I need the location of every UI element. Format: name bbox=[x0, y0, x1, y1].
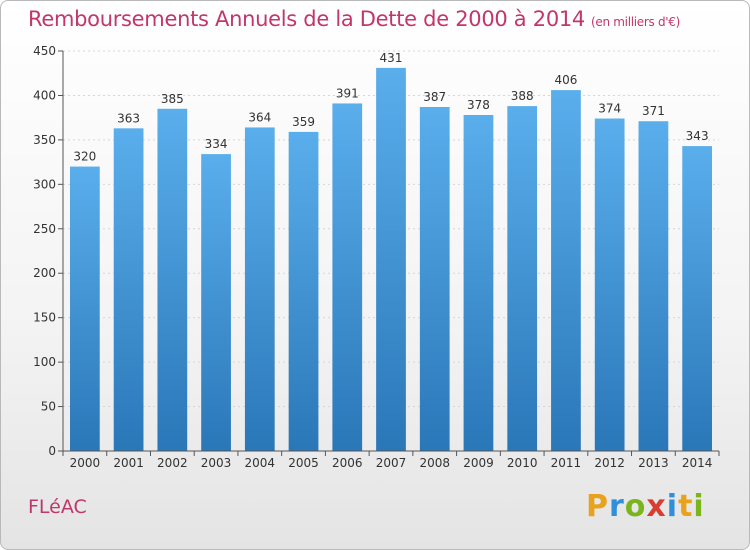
x-tick-label-2006: 2006 bbox=[332, 456, 363, 470]
x-tick-label-2000: 2000 bbox=[70, 456, 101, 470]
data-label-2003: 334 bbox=[205, 137, 228, 151]
y-tick-label: 250 bbox=[33, 222, 56, 236]
logo-letter: i bbox=[693, 489, 705, 524]
y-tick-label: 400 bbox=[33, 88, 56, 102]
data-label-2006: 391 bbox=[336, 86, 359, 100]
y-tick-label: 100 bbox=[33, 355, 56, 369]
data-label-2009: 378 bbox=[467, 98, 490, 112]
bar-2006 bbox=[332, 103, 363, 451]
x-tick-label-2003: 2003 bbox=[201, 456, 232, 470]
logo-letter: x bbox=[646, 489, 667, 524]
chart-title-text: Remboursements Annuels de la Dette de 20… bbox=[28, 7, 585, 31]
data-labels: 320 363 385 334 364 359 391 431 387 378 388 406 374 3… bbox=[73, 51, 708, 164]
logo-letter: i bbox=[666, 489, 679, 524]
data-label-2005: 359 bbox=[292, 115, 315, 129]
chart-title: Remboursements Annuels de la Dette de 20… bbox=[28, 7, 680, 31]
data-label-2001: 363 bbox=[117, 111, 140, 125]
bar-2005 bbox=[288, 131, 319, 451]
x-tick-label-2008: 2008 bbox=[419, 456, 450, 470]
data-label-2000: 320 bbox=[73, 150, 96, 164]
logo-letter: t bbox=[678, 489, 694, 524]
x-tick-label-2011: 2011 bbox=[551, 456, 582, 470]
data-label-2002: 385 bbox=[161, 92, 184, 106]
data-label-2011: 406 bbox=[554, 73, 577, 87]
x-tick-label-2010: 2010 bbox=[507, 456, 538, 470]
bar-2012 bbox=[594, 118, 625, 452]
bar-2004 bbox=[244, 127, 275, 451]
bar-2000 bbox=[69, 166, 100, 452]
data-label-2010: 388 bbox=[511, 89, 534, 103]
proxiti-logo: Proxiti bbox=[586, 489, 705, 524]
bar-2002 bbox=[157, 108, 188, 452]
bar-2013 bbox=[638, 121, 669, 451]
x-tick-label-2012: 2012 bbox=[594, 456, 625, 470]
x-tick-label-2014: 2014 bbox=[682, 456, 713, 470]
y-tick-label: 300 bbox=[33, 177, 56, 191]
data-label-2008: 387 bbox=[423, 90, 446, 104]
x-tick-label-2002: 2002 bbox=[157, 456, 188, 470]
data-label-2007: 431 bbox=[380, 51, 403, 65]
y-tick-label: 0 bbox=[48, 444, 56, 458]
logo-letter: P bbox=[586, 489, 609, 524]
axes: 0 50 100 150 200 250 300 350 400 450 2000 2001 2002 2… bbox=[33, 44, 720, 470]
data-label-2012: 374 bbox=[598, 102, 621, 116]
unit-note: (en milliers d'€) bbox=[591, 15, 681, 29]
data-label-2013: 371 bbox=[642, 104, 665, 118]
bar-2014 bbox=[682, 146, 713, 451]
bar-2010 bbox=[507, 106, 538, 451]
x-tick-label-2001: 2001 bbox=[113, 456, 144, 470]
bar-2008 bbox=[419, 107, 450, 451]
bar-2007 bbox=[376, 67, 406, 451]
logo-letter: r bbox=[609, 489, 625, 524]
x-tick-label-2007: 2007 bbox=[376, 456, 407, 470]
bar-2003 bbox=[201, 154, 231, 451]
data-label-2004: 364 bbox=[248, 110, 271, 124]
data-label-2014: 343 bbox=[686, 129, 709, 143]
bar-2011 bbox=[551, 90, 581, 451]
bar-2001 bbox=[113, 128, 144, 451]
x-tick-label-2005: 2005 bbox=[288, 456, 319, 470]
x-tick-label-2013: 2013 bbox=[638, 456, 669, 470]
y-tick-label: 50 bbox=[41, 400, 56, 414]
y-tick-label: 350 bbox=[33, 133, 56, 147]
y-tick-label: 150 bbox=[33, 311, 56, 325]
y-tick-label: 200 bbox=[33, 266, 56, 280]
logo-letter: o bbox=[624, 489, 647, 524]
x-tick-label-2009: 2009 bbox=[463, 456, 494, 470]
x-tick-label-2004: 2004 bbox=[245, 456, 276, 470]
bar-2009 bbox=[463, 115, 494, 451]
y-tick-label: 450 bbox=[33, 44, 56, 58]
bars bbox=[69, 67, 713, 452]
commune-name: FLéAC bbox=[28, 496, 87, 518]
